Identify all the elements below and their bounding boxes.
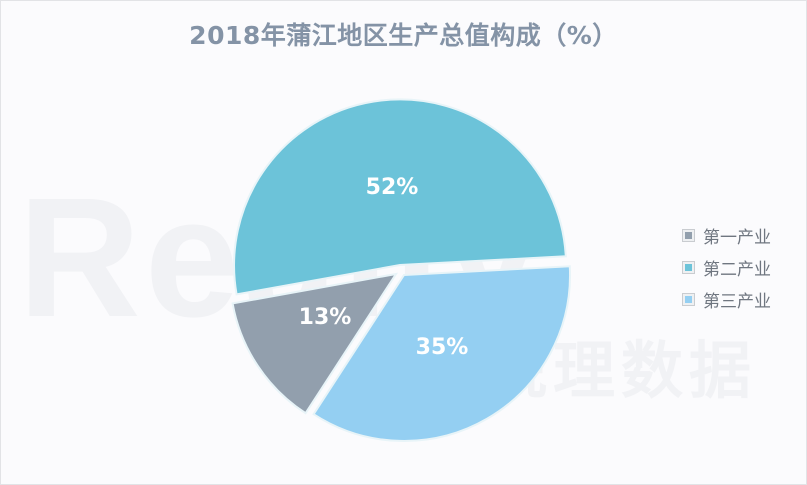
legend-label: 第三产业	[703, 291, 771, 312]
slice-secondary[interactable]	[233, 98, 567, 296]
label-primary: 13%	[299, 305, 352, 330]
legend-label: 第二产业	[703, 259, 771, 280]
chart-title: 2018年蒲江地区生产总值构成（%）	[189, 21, 618, 50]
label-secondary: 52%	[366, 175, 419, 200]
legend-item-secondary[interactable]: 第二产业	[682, 251, 771, 283]
legend-item-tertiary[interactable]: 第三产业	[682, 283, 771, 315]
legend-swatch-icon	[682, 260, 695, 274]
legend-swatch-icon	[682, 228, 695, 242]
label-tertiary: 35%	[416, 335, 469, 360]
slice-tertiary[interactable]	[312, 265, 572, 442]
slice-primary[interactable]	[231, 272, 399, 415]
legend: 第一产业 第二产业 第三产业	[682, 219, 771, 315]
legend-label: 第一产业	[703, 227, 771, 248]
legend-item-primary[interactable]: 第一产业	[682, 219, 771, 251]
legend-swatch-icon	[682, 292, 695, 306]
